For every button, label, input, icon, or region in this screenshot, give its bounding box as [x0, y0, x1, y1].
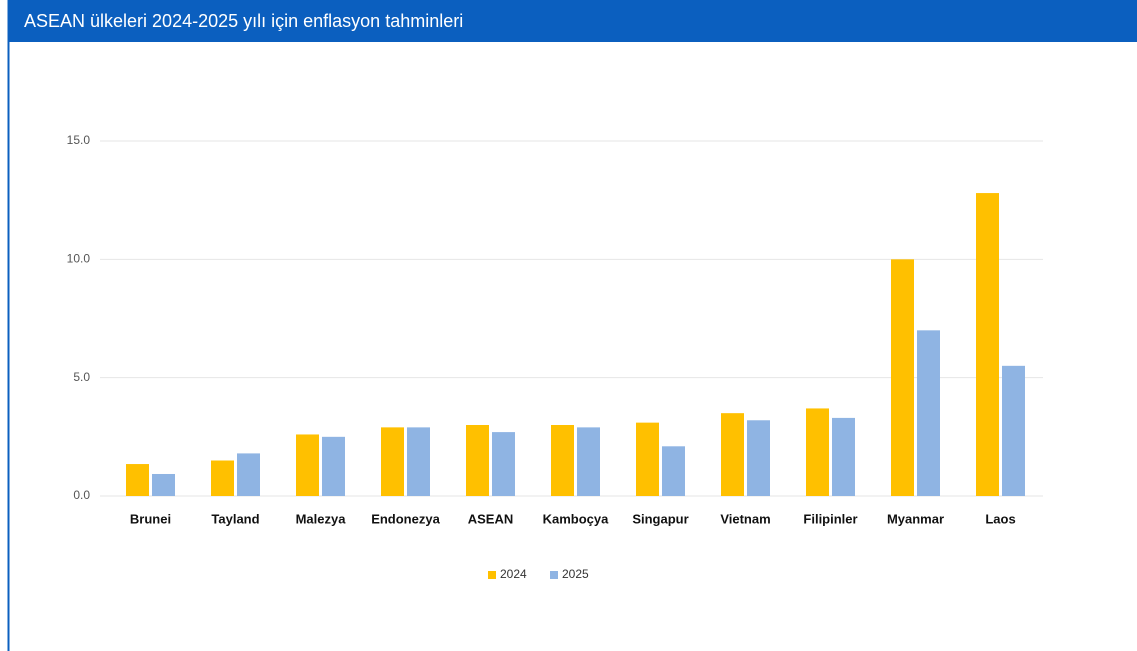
bar: [721, 413, 744, 496]
bar: [1002, 365, 1025, 496]
bar: [917, 330, 940, 496]
y-tick-label: 0.0: [73, 488, 90, 502]
y-tick-label: 15.0: [67, 133, 91, 147]
bar: [832, 417, 855, 496]
x-tick-label: Vietnam: [720, 511, 770, 526]
bar: [407, 427, 430, 496]
bar: [976, 193, 999, 497]
bar: [492, 432, 515, 496]
bar: [806, 408, 829, 496]
chart-title: ASEAN ülkeleri 2024-2025 yılı için enfla…: [24, 11, 463, 31]
x-tick-label: Singapur: [632, 511, 688, 526]
bar: [891, 259, 914, 496]
bar: [577, 427, 600, 496]
bar: [322, 436, 345, 496]
x-tick-label: Malezya: [296, 511, 347, 526]
legend-label: 2025: [562, 567, 589, 581]
bar: [662, 446, 685, 496]
bar: [551, 425, 574, 496]
bar: [636, 422, 659, 496]
x-tick-label: Brunei: [130, 511, 171, 526]
x-tick-label: ASEAN: [468, 511, 514, 526]
legend-label: 2024: [500, 567, 527, 581]
x-tick-label: Kamboçya: [543, 511, 610, 526]
bar: [381, 427, 404, 496]
header-bar: [8, 0, 1137, 42]
bar: [152, 473, 175, 496]
bar: [466, 425, 489, 496]
y-tick-label: 10.0: [67, 252, 91, 266]
bar: [126, 464, 149, 496]
x-tick-label: Laos: [985, 511, 1015, 526]
legend-swatch: [550, 571, 558, 579]
bar: [296, 434, 319, 496]
bar: [211, 460, 234, 496]
y-tick-label: 5.0: [73, 370, 90, 384]
bar: [747, 420, 770, 496]
legend-swatch: [488, 571, 496, 579]
x-tick-label: Filipinler: [803, 511, 857, 526]
x-tick-label: Myanmar: [887, 511, 944, 526]
x-tick-label: Endonezya: [371, 511, 440, 526]
x-tick-label: Tayland: [211, 511, 259, 526]
bar: [237, 453, 260, 496]
